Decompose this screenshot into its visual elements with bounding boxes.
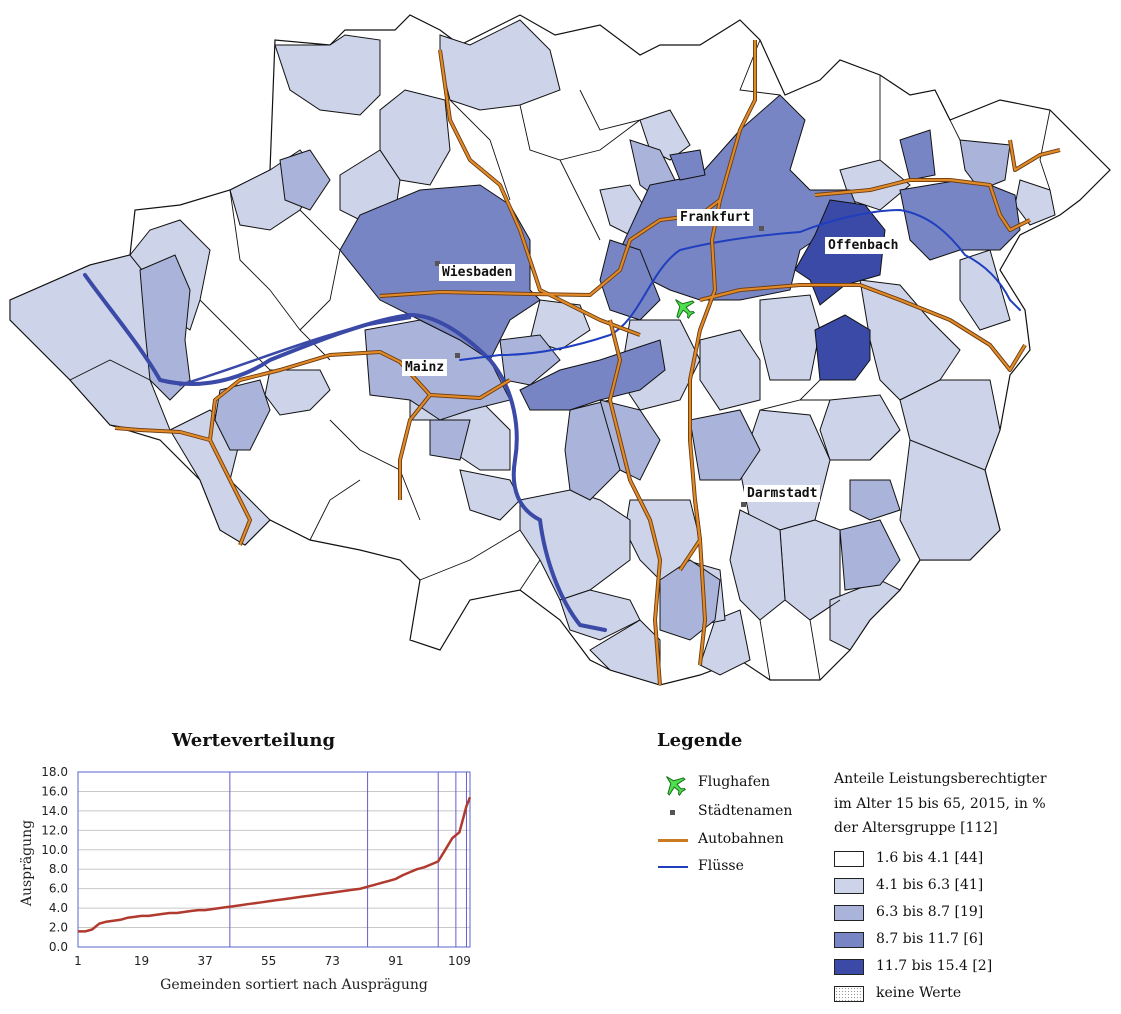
highways-inner xyxy=(114,40,1061,686)
y-tick-label: 16.0 xyxy=(41,784,68,798)
y-tick-label: 8.0 xyxy=(49,862,68,876)
legend-class-title-2: im Alter 15 bis 65, 2015, in % xyxy=(834,796,1046,812)
y-tick-label: 12.0 xyxy=(41,823,68,837)
legend-swatch-class-1 xyxy=(834,851,864,867)
legend-swatch-class-2 xyxy=(834,878,864,894)
class-break-lines xyxy=(229,772,467,947)
legend-city-label: Städtenamen xyxy=(698,803,793,819)
y-tick-labels: 0.0 2.0 4.0 6.0 8.0 10.0 12.0 14.0 16.0 18.0 xyxy=(41,765,68,954)
legend-city-icon xyxy=(670,810,675,815)
y-axis-label: Ausprägung xyxy=(19,820,35,907)
city-marker-mainz xyxy=(455,353,460,358)
legend-swatch-no-data xyxy=(834,986,864,1002)
x-tick-label: 1 xyxy=(74,954,82,968)
class-3-areas xyxy=(139,139,1011,641)
y-tick-label: 4.0 xyxy=(49,901,68,915)
legend-highway-line-icon xyxy=(658,839,688,842)
y-tick-label: 0.0 xyxy=(49,940,68,954)
legend-class-title-1: Anteile Leistungsberechtigter xyxy=(834,771,1047,787)
city-label-wiesbaden: Wiesbaden xyxy=(439,264,516,281)
x-tick-labels: 1 19 37 55 73 91 109 xyxy=(74,954,471,968)
city-label-mainz: Mainz xyxy=(402,359,448,376)
legend-class-4-label: 8.7 bis 11.7 [6] xyxy=(876,931,984,947)
legend-class-2-label: 4.1 bis 6.3 [41] xyxy=(876,877,984,893)
legend-class-5-label: 11.7 bis 15.4 [2] xyxy=(876,958,993,974)
x-tick-label: 73 xyxy=(325,954,340,968)
legend-class-3-label: 6.3 bis 8.7 [19] xyxy=(876,904,984,920)
plot-frame xyxy=(77,771,471,948)
legend-river-line-icon xyxy=(658,866,688,868)
city-label-frankfurt: Frankfurt xyxy=(677,209,754,226)
chart-grid xyxy=(77,771,471,948)
rivers xyxy=(83,208,1021,632)
airport-icon xyxy=(675,299,696,320)
value-distribution-chart: 0.0 2.0 4.0 6.0 8.0 10.0 12.0 14.0 16.0 18.0 1 19 3… xyxy=(19,765,472,993)
chart-title: Werteverteilung xyxy=(172,730,336,751)
x-tick-label: 55 xyxy=(261,954,276,968)
y-tick-label: 6.0 xyxy=(49,882,68,896)
city-marker-darmstadt xyxy=(741,502,746,507)
legend-airplane-icon xyxy=(666,776,687,797)
city-marker-frankfurt xyxy=(759,226,764,231)
city-label-offenbach: Offenbach xyxy=(825,237,902,254)
y-tick-label: 18.0 xyxy=(41,765,68,779)
city-label-darmstadt: Darmstadt xyxy=(744,485,821,502)
y-tick-label: 10.0 xyxy=(41,843,68,857)
legend-river-label: Flüsse xyxy=(698,858,744,874)
choropleth-map xyxy=(9,14,1111,686)
legend-highway-label: Autobahnen xyxy=(698,831,784,847)
series-line xyxy=(78,796,472,933)
legend-airport-label: Flughafen xyxy=(698,774,771,790)
x-tick-label: 19 xyxy=(134,954,149,968)
city-marker-wiesbaden xyxy=(435,261,440,266)
municipality-borders xyxy=(69,39,1051,681)
x-tick-label: 91 xyxy=(388,954,403,968)
legend-class-1-label: 1.6 bis 4.1 [44] xyxy=(876,850,984,866)
legend-swatch-class-3 xyxy=(834,905,864,921)
x-tick-label: 109 xyxy=(448,954,471,968)
legend-swatch-class-5 xyxy=(834,959,864,975)
x-tick-label: 37 xyxy=(197,954,212,968)
class-4-areas xyxy=(339,94,1021,411)
y-tick-label: 2.0 xyxy=(49,921,68,935)
legend-title: Legende xyxy=(657,730,743,751)
x-axis-label: Gemeinden sortiert nach Ausprägung xyxy=(160,977,428,993)
legend-no-data-label: keine Werte xyxy=(876,985,962,1001)
y-tick-label: 14.0 xyxy=(41,804,68,818)
legend-class-title-3: der Altersgruppe [112] xyxy=(834,820,998,836)
legend-swatch-class-4 xyxy=(834,932,864,948)
